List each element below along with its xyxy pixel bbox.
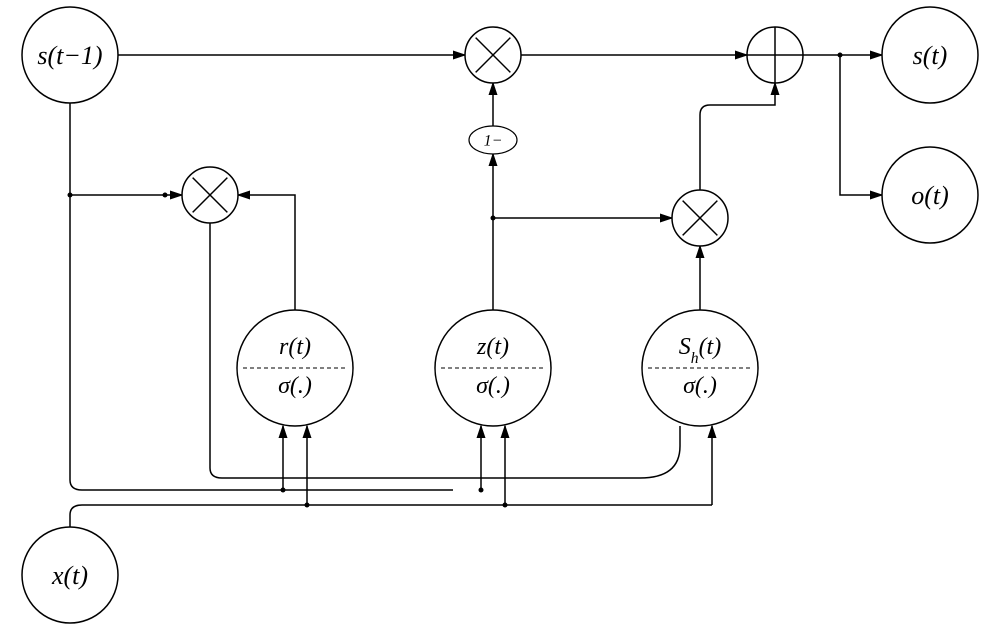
svg-text:o(t): o(t) bbox=[911, 181, 949, 210]
svg-text:s(t−1): s(t−1) bbox=[37, 41, 102, 70]
svg-text:s(t): s(t) bbox=[913, 41, 948, 70]
svg-text:r(t): r(t) bbox=[279, 334, 311, 360]
svg-text:1−: 1− bbox=[484, 133, 503, 150]
svg-text:σ(.): σ(.) bbox=[476, 373, 510, 399]
svg-text:σ(.): σ(.) bbox=[683, 373, 717, 399]
svg-text:z(t): z(t) bbox=[476, 334, 509, 360]
svg-text:σ(.): σ(.) bbox=[278, 373, 312, 399]
svg-text:x(t): x(t) bbox=[51, 561, 88, 590]
